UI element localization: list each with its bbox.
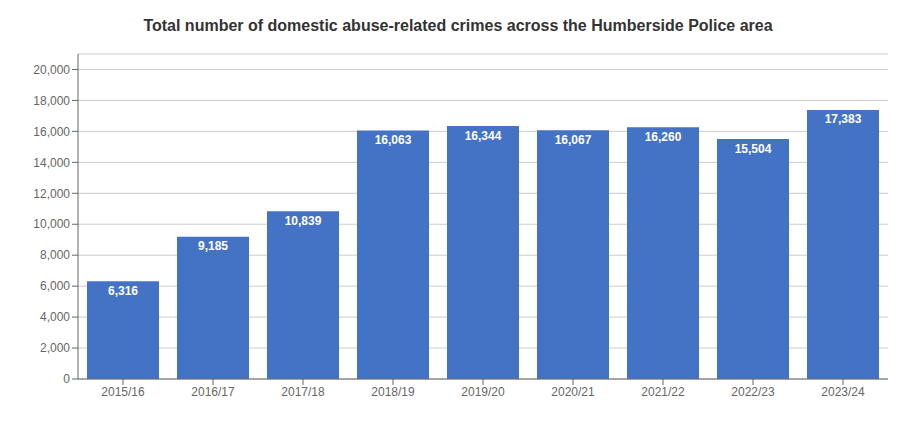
svg-text:4,000: 4,000 [40, 310, 70, 324]
svg-text:2021/22: 2021/22 [641, 385, 685, 399]
svg-text:16,063: 16,063 [375, 133, 412, 147]
svg-text:8,000: 8,000 [40, 248, 70, 262]
svg-text:14,000: 14,000 [33, 156, 70, 170]
svg-text:2019/20: 2019/20 [461, 385, 505, 399]
svg-text:2015/16: 2015/16 [101, 385, 145, 399]
svg-text:17,383: 17,383 [825, 112, 862, 126]
svg-text:16,000: 16,000 [33, 125, 70, 139]
svg-text:2020/21: 2020/21 [551, 385, 595, 399]
svg-text:12,000: 12,000 [33, 187, 70, 201]
html-text:Total number of domestic abuse: Total number of domestic abuse-related c… [143, 17, 773, 34]
svg-text:6,316: 6,316 [108, 284, 138, 298]
svg-text:2022/23: 2022/23 [731, 385, 775, 399]
svg-text:2016/17: 2016/17 [191, 385, 235, 399]
svg-text:10,839: 10,839 [285, 214, 322, 228]
svg-text:10,000: 10,000 [33, 217, 70, 231]
svg-text:6,000: 6,000 [40, 279, 70, 293]
svg-text:16,260: 16,260 [645, 130, 682, 144]
svg-text:2023/24: 2023/24 [821, 385, 865, 399]
svg-text:0: 0 [63, 372, 70, 386]
svg-text:16,344: 16,344 [465, 129, 502, 143]
svg-text:20,000: 20,000 [33, 63, 70, 77]
svg-text:2018/19: 2018/19 [371, 385, 415, 399]
svg-text:15,504: 15,504 [735, 142, 772, 156]
svg-text:18,000: 18,000 [33, 94, 70, 108]
svg-text:2017/18: 2017/18 [281, 385, 325, 399]
svg-text:9,185: 9,185 [198, 239, 228, 253]
svg-text:2,000: 2,000 [40, 341, 70, 355]
svg-text:16,067: 16,067 [555, 133, 592, 147]
